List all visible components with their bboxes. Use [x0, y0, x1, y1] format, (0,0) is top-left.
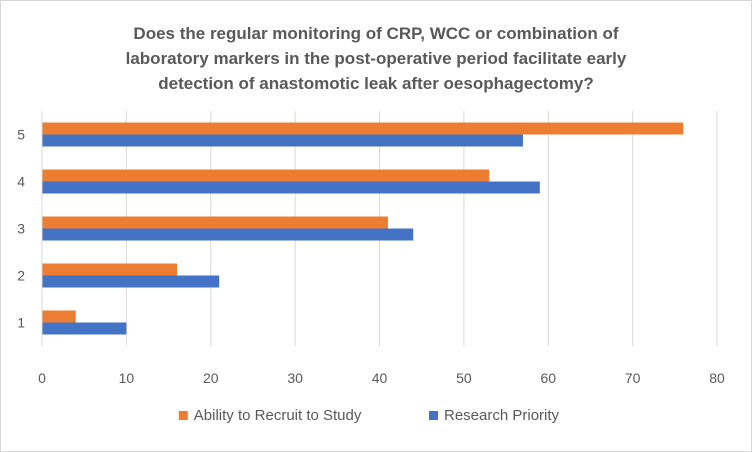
chart-title: Does the regular monitoring of CRP, WCC … [126, 24, 627, 93]
x-tick-label: 30 [287, 370, 303, 386]
x-tick-label: 60 [540, 370, 556, 386]
x-tick-label: 0 [38, 370, 46, 386]
bar [42, 134, 523, 147]
axes: 0 10 20 30 40 50 60 70 80 1 2 3 4 5 [17, 111, 725, 386]
x-tick-label: 10 [119, 370, 135, 386]
y-tick-label: 2 [17, 268, 25, 284]
chart-title-line: detection of anastomotic leak after oeso… [158, 74, 593, 93]
legend-label: Ability to Recruit to Study [194, 407, 362, 424]
legend-swatch [178, 411, 188, 420]
chart-title-line: Does the regular monitoring of CRP, WCC … [133, 24, 618, 43]
bar [42, 169, 490, 182]
legend: Ability to Recruit to Study Research Prio… [178, 407, 560, 424]
y-tick-label: 4 [17, 174, 25, 190]
bar [42, 322, 127, 335]
x-tick-label: 80 [709, 370, 725, 386]
bar [42, 263, 177, 276]
chart-title-line: laboratory markers in the post-operative… [126, 49, 627, 68]
x-tick-label: 70 [625, 370, 641, 386]
bar [42, 181, 540, 194]
x-tick-label: 20 [203, 370, 219, 386]
bar [42, 310, 76, 323]
x-tick-label: 50 [456, 370, 472, 386]
bar [42, 228, 414, 241]
bar [42, 122, 684, 135]
bar [42, 216, 388, 229]
y-tick-label: 1 [17, 315, 25, 331]
y-tick-label: 3 [17, 221, 25, 237]
bar [42, 275, 220, 288]
x-tick-label: 40 [372, 370, 388, 386]
legend-swatch [429, 411, 438, 420]
legend-label: Research Priority [444, 407, 560, 424]
bars [42, 122, 684, 335]
y-tick-label: 5 [17, 127, 25, 143]
